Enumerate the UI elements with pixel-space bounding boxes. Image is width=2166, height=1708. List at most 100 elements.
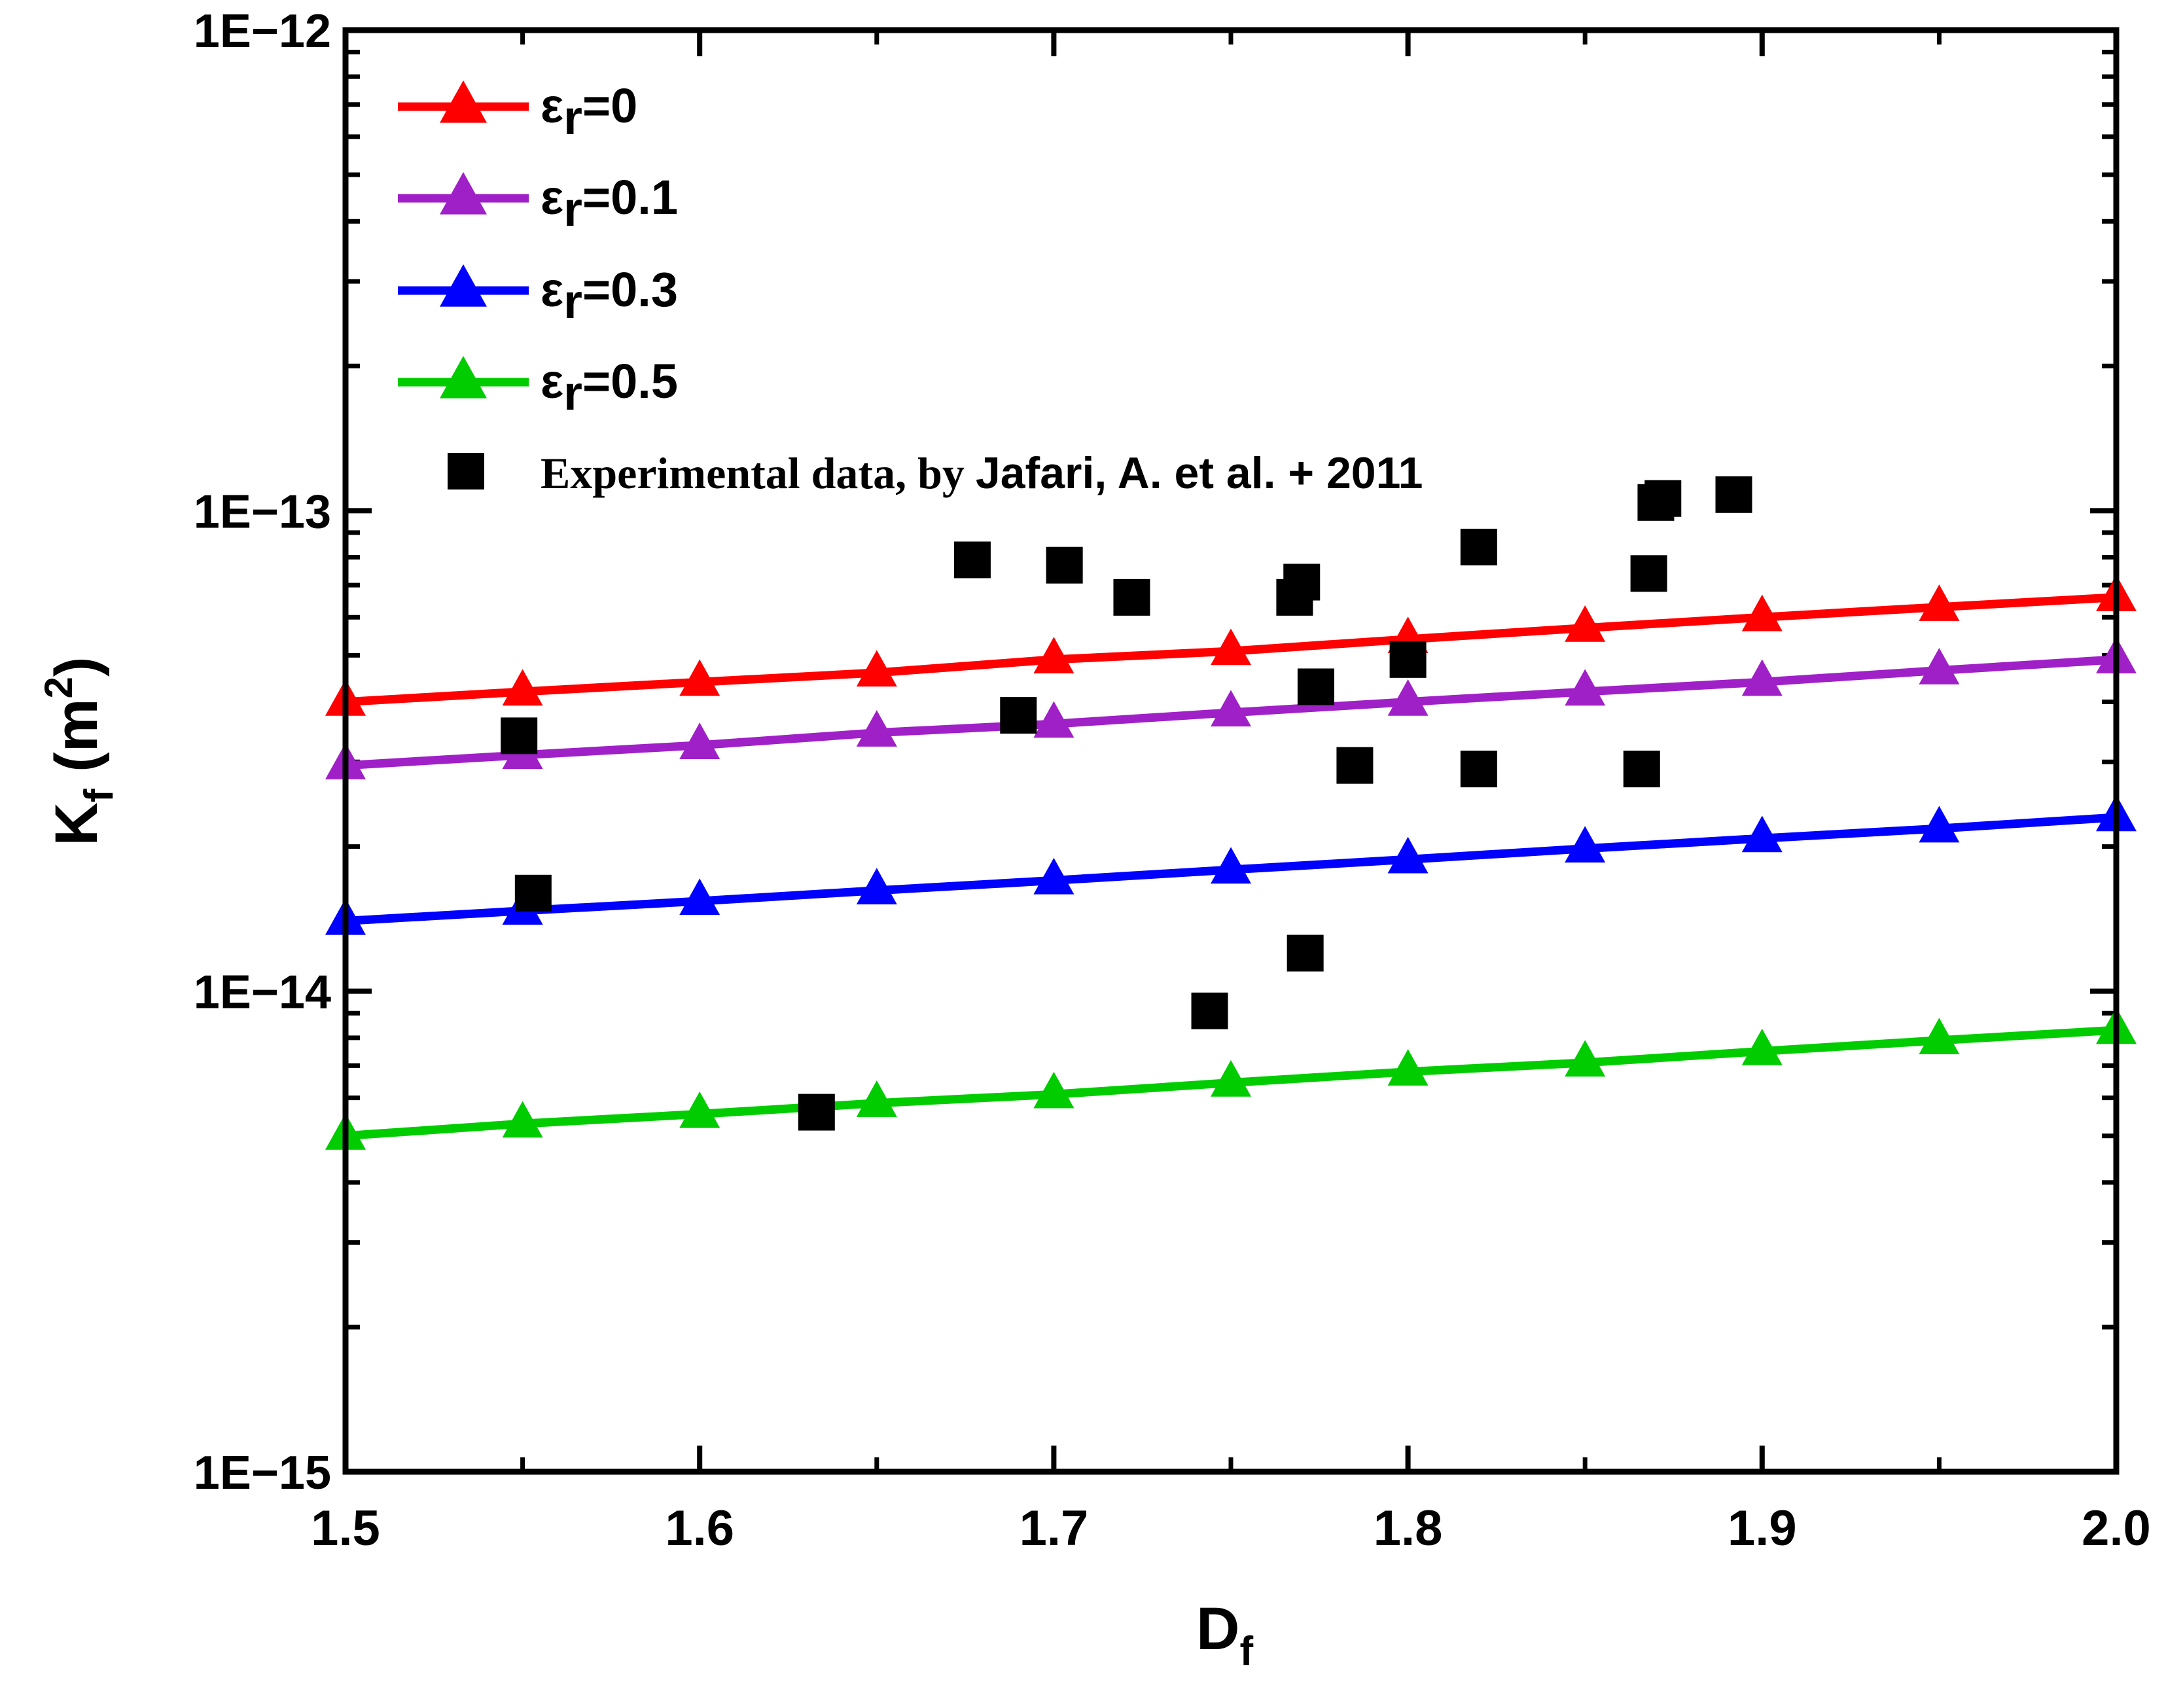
series-3-point bbox=[1565, 1040, 1606, 1077]
experimental-point bbox=[1715, 476, 1752, 513]
y-axis-label: Kf (m2) bbox=[37, 656, 122, 845]
legend-label-1: εr=0.1 bbox=[541, 170, 678, 236]
x-axis-label: Df bbox=[1196, 1595, 1253, 1674]
legend-symbol: ε bbox=[541, 170, 563, 224]
series-3-point bbox=[856, 1080, 897, 1117]
experimental-point bbox=[1336, 747, 1374, 784]
series-2-point bbox=[679, 878, 720, 916]
experimental-point bbox=[1630, 555, 1667, 592]
y-axis-label-unit-sup: 2 bbox=[37, 677, 80, 698]
x-tick-label: 1.9 bbox=[1728, 1501, 1797, 1556]
series-0-point bbox=[856, 650, 897, 687]
legend-value: =0.3 bbox=[582, 262, 678, 317]
series-2-point bbox=[1387, 836, 1429, 874]
series-0-point bbox=[502, 669, 543, 706]
series-1-point bbox=[1565, 669, 1606, 706]
experimental-point bbox=[1287, 934, 1324, 972]
y-tick-label: 1E−15 bbox=[194, 1447, 331, 1499]
legend-value: =0.5 bbox=[582, 354, 678, 408]
y-tick-label: 1E−14 bbox=[194, 967, 331, 1019]
legend-label-2: εr=0.3 bbox=[541, 262, 678, 329]
legend-experimental-part2: Jafari, A. et al. + 2011 bbox=[976, 448, 1423, 498]
series-1-point bbox=[1741, 659, 1783, 696]
y-axis-label-unit-close: ) bbox=[43, 656, 110, 677]
x-tick-label: 1.6 bbox=[665, 1501, 734, 1556]
experimental-point bbox=[1460, 751, 1497, 788]
series-0-point bbox=[1033, 637, 1074, 674]
legend-marker-1 bbox=[440, 171, 487, 215]
experimental-point bbox=[1623, 751, 1660, 788]
experimental-point bbox=[1191, 992, 1228, 1029]
series-3-point bbox=[1387, 1049, 1429, 1086]
experimental-point bbox=[1297, 668, 1334, 705]
series-0-point bbox=[1919, 584, 1960, 621]
legend-value: =0.1 bbox=[582, 170, 678, 224]
experimental-point bbox=[798, 1094, 835, 1131]
series-1-point bbox=[1919, 647, 1960, 685]
experimental-point bbox=[1000, 697, 1037, 734]
legend-value: =0 bbox=[582, 79, 637, 133]
series-1-point bbox=[679, 722, 720, 759]
experimental-point bbox=[514, 874, 552, 912]
legend-label-0: εr=0 bbox=[541, 79, 637, 145]
legend-symbol: ε bbox=[541, 262, 563, 317]
legend-symbol: ε bbox=[541, 79, 563, 133]
x-tick-label: 1.7 bbox=[1020, 1501, 1089, 1556]
legend-label-3: εr=0.5 bbox=[541, 354, 678, 420]
series-1-point bbox=[1033, 701, 1074, 738]
legend-marker-experimental bbox=[448, 453, 484, 489]
x-axis-label-main: D bbox=[1196, 1595, 1239, 1662]
x-axis-label-sub: f bbox=[1239, 1629, 1253, 1674]
series-0-point bbox=[1211, 628, 1251, 666]
legend-subscript: r bbox=[563, 90, 582, 145]
series-2-point bbox=[1565, 826, 1606, 863]
series-1-point bbox=[1387, 679, 1429, 716]
plot-frame bbox=[342, 27, 2120, 1475]
series-markers bbox=[325, 575, 2137, 1150]
legend-symbol: ε bbox=[541, 354, 563, 408]
x-tick-label: 1.8 bbox=[1374, 1501, 1443, 1556]
legend-label-experimental: Experimental data, by Jafari, A. et al. … bbox=[541, 448, 1423, 498]
series-1-point bbox=[856, 710, 897, 747]
legend-subscript: r bbox=[563, 366, 582, 420]
series-3-point bbox=[1919, 1018, 1960, 1055]
series-3-point bbox=[679, 1091, 720, 1128]
series-3-point bbox=[1741, 1028, 1783, 1065]
y-tick-label: 1E−13 bbox=[194, 486, 331, 538]
series-3-point bbox=[1033, 1071, 1074, 1109]
series-2-point bbox=[1211, 847, 1251, 884]
series-2-point bbox=[1919, 806, 1960, 843]
series-3-point bbox=[1211, 1059, 1251, 1097]
experimental-point bbox=[501, 717, 538, 755]
experimental-point bbox=[1283, 563, 1321, 601]
series-0-point bbox=[679, 659, 720, 696]
experimental-points bbox=[501, 476, 1752, 1131]
y-tick-label: 1E−12 bbox=[194, 5, 331, 58]
y-axis-label-unit: (m bbox=[43, 698, 110, 789]
series-2-point bbox=[1033, 857, 1074, 895]
legend-marker-0 bbox=[440, 80, 487, 123]
series-3-point bbox=[502, 1101, 543, 1138]
tick-labels: 1.5 1.6 1.7 1.8 1.9 2.0 1E−15 1E−14 1E−13 1E−12 bbox=[194, 5, 2151, 1556]
experimental-point bbox=[1046, 546, 1083, 584]
series-2-point bbox=[1741, 815, 1783, 853]
x-tick-label: 1.5 bbox=[311, 1501, 380, 1556]
x-tick-label: 2.0 bbox=[2082, 1501, 2151, 1556]
legend-subscript: r bbox=[563, 182, 582, 236]
series-0-point bbox=[1741, 594, 1783, 632]
series-2-point bbox=[856, 868, 897, 905]
experimental-point bbox=[1389, 641, 1427, 678]
experimental-point bbox=[1460, 528, 1497, 565]
series-0-point bbox=[1565, 605, 1606, 642]
experimental-point bbox=[1113, 578, 1150, 616]
legend-marker-2 bbox=[440, 264, 487, 307]
legend-marker-3 bbox=[440, 355, 487, 399]
experimental-point bbox=[953, 541, 991, 578]
experimental-point bbox=[1644, 480, 1682, 517]
legend-experimental-part1: Experimental data, by bbox=[541, 448, 976, 498]
series-1-point bbox=[1211, 690, 1251, 727]
y-axis-label-sub: f bbox=[77, 789, 122, 802]
legend-subscript: r bbox=[563, 274, 582, 329]
